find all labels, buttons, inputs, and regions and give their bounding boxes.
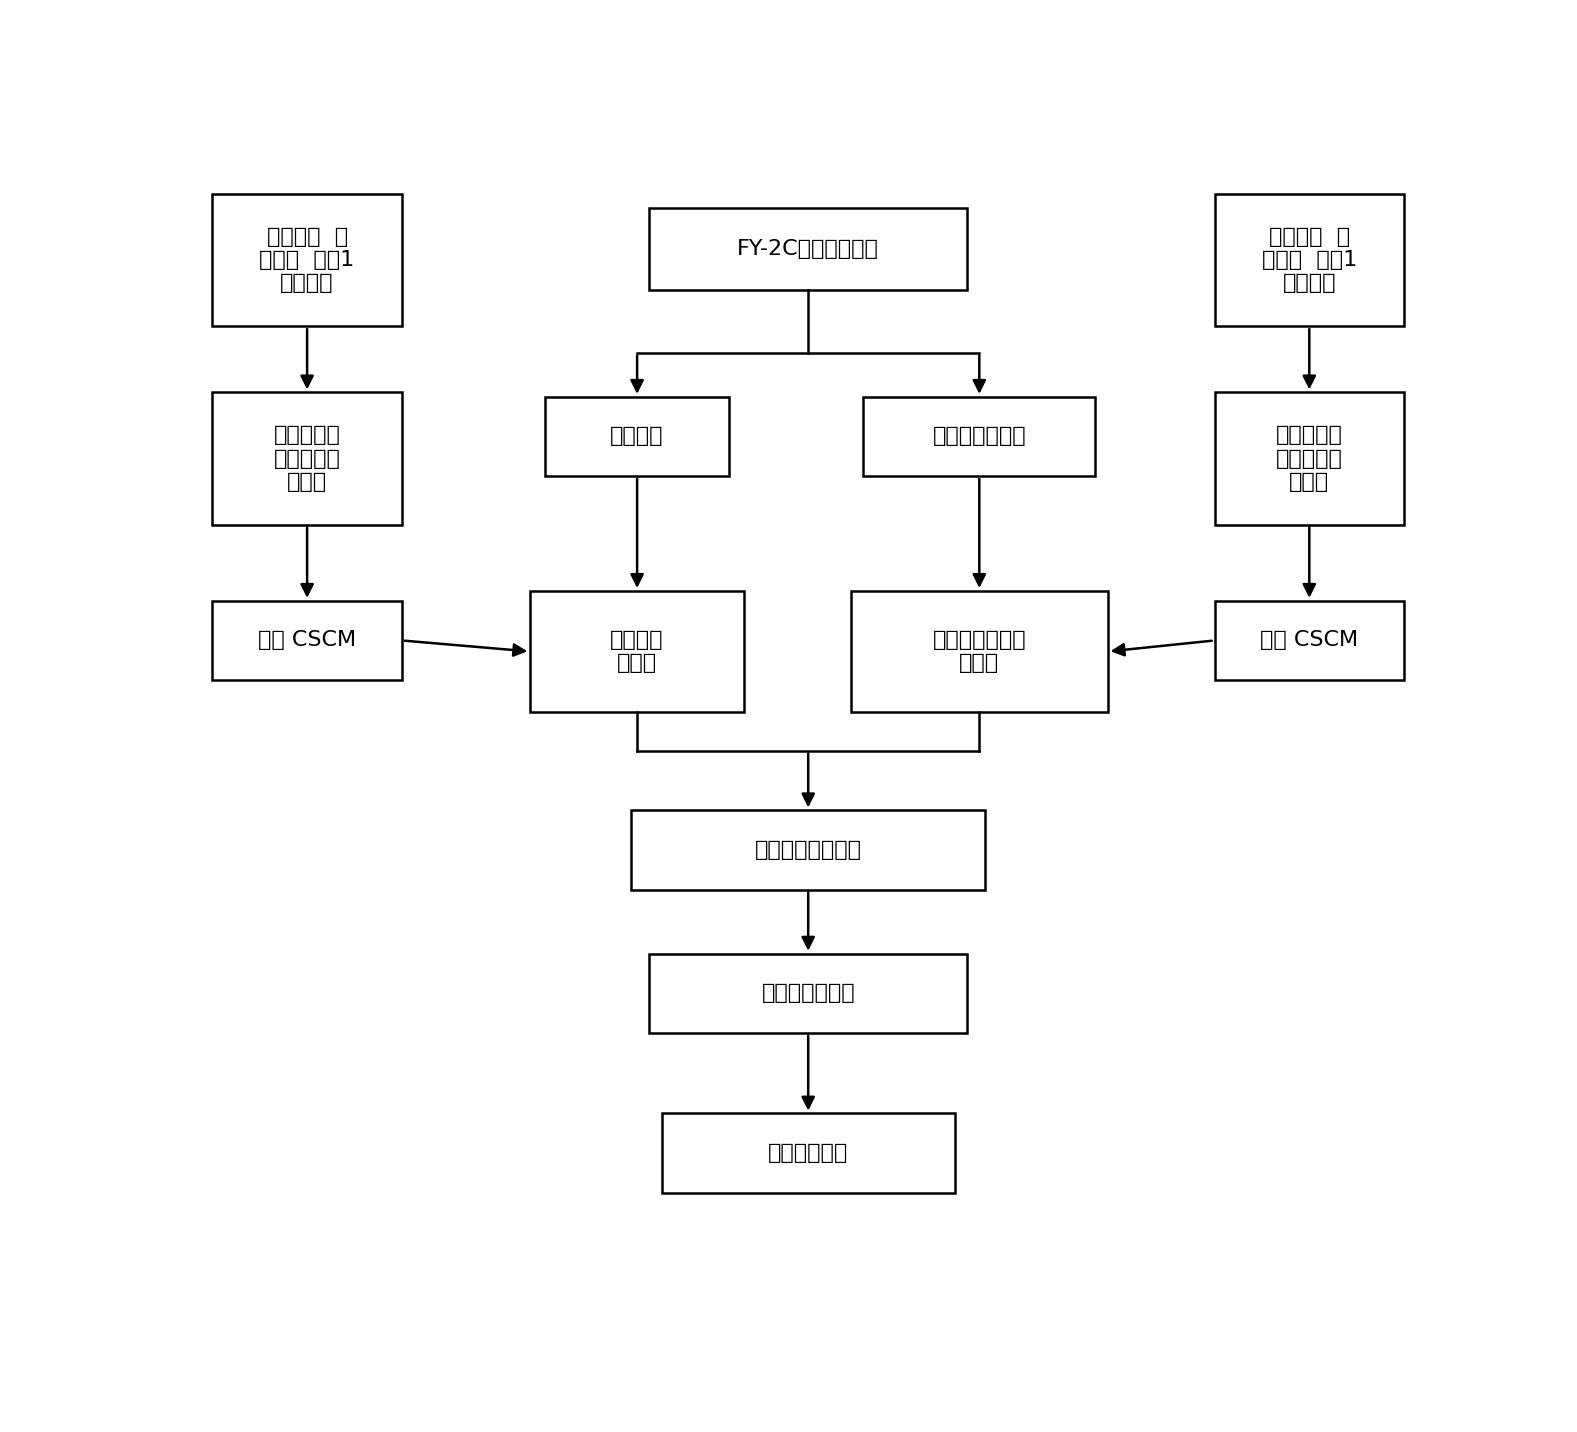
Text: 连续五天  夜
晚时次  红外1
通道数据: 连续五天 夜 晚时次 红外1 通道数据 [1262,226,1356,294]
Text: FY-2C卫星原始数据: FY-2C卫星原始数据 [738,239,878,259]
Bar [530,591,744,712]
Bar [650,208,967,291]
Bar [650,954,967,1032]
Text: 白天双光
谱特性: 白天双光 谱特性 [610,630,664,673]
Bar [1214,193,1404,326]
Text: 夜晚 CSCM: 夜晚 CSCM [1260,630,1358,650]
Text: 夜晚、晨昏双光
谱特性: 夜晚、晨昏双光 谱特性 [932,630,1027,673]
Bar [1214,601,1404,680]
Bar [1214,392,1404,524]
Text: 局地标准差
法、众数平
均值法: 局地标准差 法、众数平 均值法 [274,425,341,491]
Bar [631,811,986,889]
Bar [213,601,402,680]
Text: 雾光谱浓度分级: 雾光谱浓度分级 [762,984,855,1004]
Bar [546,397,729,477]
Bar [213,193,402,326]
Text: 局地标准差
法、众数平
均值法: 局地标准差 法、众数平 均值法 [1276,425,1342,491]
Text: 白天时次: 白天时次 [610,427,664,447]
Text: 连续时次监测: 连续时次监测 [768,1143,848,1163]
Bar [662,1114,956,1193]
Bar [213,392,402,524]
Bar [863,397,1096,477]
Text: 连续五天  白
天时次  红外1
通道数据: 连续五天 白 天时次 红外1 通道数据 [260,226,355,294]
Text: 剔除边界云、碎云: 剔除边界云、碎云 [755,841,861,861]
Bar [852,591,1107,712]
Text: 夜晚、晨昏时次: 夜晚、晨昏时次 [932,427,1027,447]
Text: 白天 CSCM: 白天 CSCM [259,630,356,650]
